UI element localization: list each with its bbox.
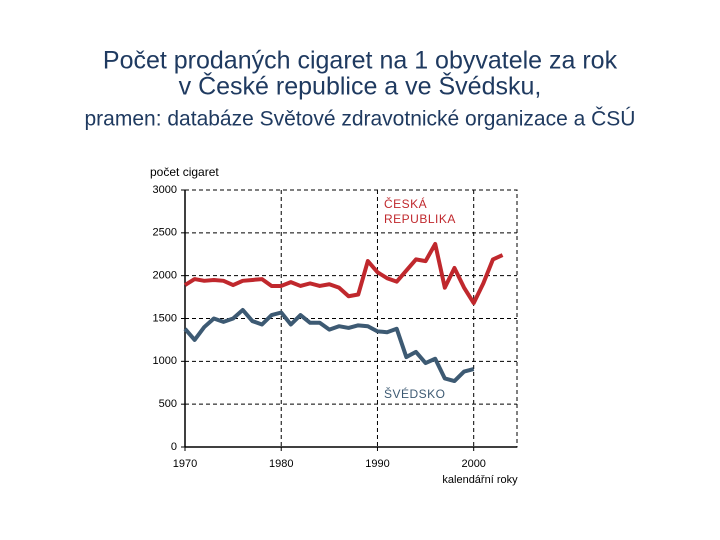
y-tick-label: 1000 — [153, 355, 177, 367]
x-tick-label: 1970 — [173, 458, 197, 470]
x-tick-label: 1990 — [365, 458, 389, 470]
y-tick-label: 0 — [171, 441, 177, 453]
y-tick-label: 3000 — [153, 184, 177, 196]
series-line — [183, 307, 475, 384]
y-tick-label: 2000 — [153, 270, 177, 282]
y-tick-label: 1500 — [153, 312, 177, 324]
x-tick-label: 1980 — [269, 458, 293, 470]
chart-title: v České republice a ve Švédsku, — [179, 72, 542, 101]
x-axis-label: kalendářní roky — [442, 474, 518, 486]
series-line — [183, 241, 504, 306]
chart-subtitle: pramen: databáze Světové zdravotnické or… — [85, 108, 636, 131]
series-label: ŠVÉDSKO — [384, 387, 446, 401]
x-tick-label: 2000 — [461, 458, 485, 470]
y-axis-label: počet cigaret — [150, 165, 219, 179]
chart-title: Počet prodaných cigaret na 1 obyvatele z… — [103, 47, 618, 75]
y-tick-label: 500 — [159, 398, 177, 410]
y-tick-label: 2500 — [153, 227, 177, 239]
series-label: ČESKÁ REPUBLIKA — [384, 197, 456, 226]
